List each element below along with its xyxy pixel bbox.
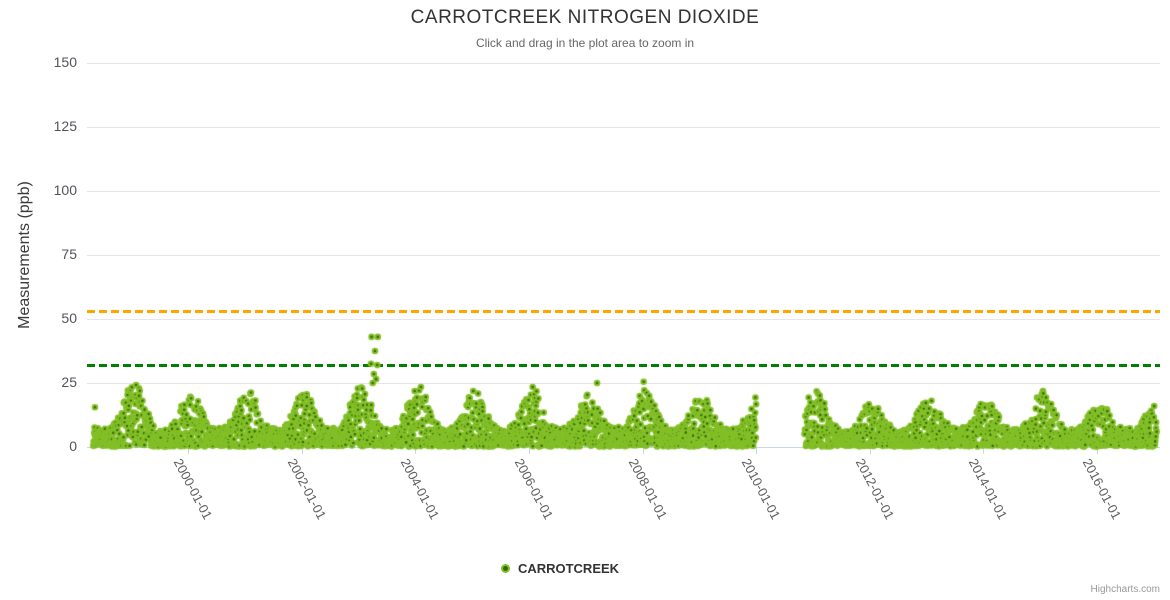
legend-label: CARROTCREEK — [517, 561, 620, 576]
series-marker-icon — [500, 564, 510, 573]
legend-item-carrotcreek[interactable]: CARROTCREEK — [500, 561, 620, 576]
legend: CARROTCREEK — [0, 561, 1170, 576]
highcharts-credits-link[interactable]: Highcharts.com — [1090, 584, 1160, 595]
